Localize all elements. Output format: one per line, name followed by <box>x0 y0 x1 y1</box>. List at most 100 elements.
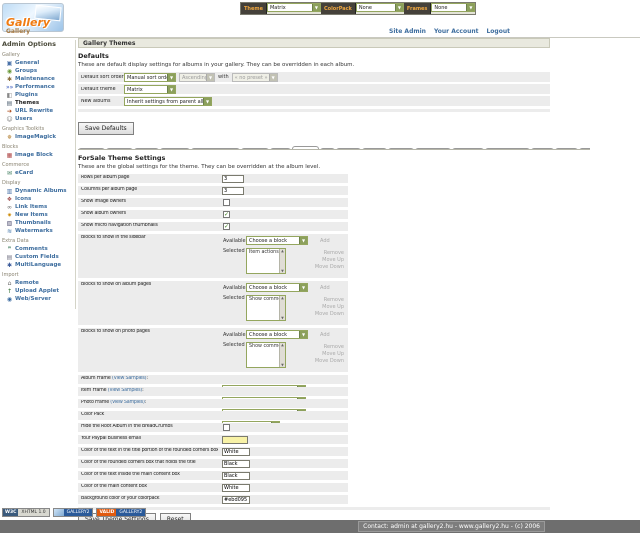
sidebar-item-groups[interactable]: ◉ Groups <box>2 67 73 75</box>
tab-pgtheme[interactable]: PGtheme <box>452 148 484 149</box>
sidebar-item-thumbnails[interactable]: ▧ Thumbnails <box>2 219 73 227</box>
tab-ajaxian[interactable]: Ajaxian <box>78 148 106 149</box>
listbox-scrollbar[interactable]: ▲ ▼ <box>279 296 285 320</box>
sidebar-item-imagemagick[interactable]: ✵ ImageMagick <box>2 133 73 141</box>
scroll-up-icon[interactable]: ▲ <box>281 296 284 300</box>
sidebar-item-icons[interactable]: ❖ Icons <box>2 195 73 203</box>
default-theme-select[interactable]: Matrix ▼ <box>124 84 176 94</box>
sidebar-item-plugins[interactable]: ◧ Plugins <box>2 91 73 99</box>
scroll-down-icon[interactable]: ▼ <box>281 269 284 273</box>
tab-floatrix[interactable]: Floatrix <box>240 148 269 149</box>
tab-splatrang[interactable]: SplatRang <box>578 148 590 149</box>
dropdown-arrow-icon[interactable]: ▼ <box>466 4 475 11</box>
sidebar-item-performance[interactable]: »» Performance <box>2 83 73 91</box>
remove-button[interactable]: Remove <box>323 344 344 350</box>
add-button[interactable]: Add <box>320 331 330 338</box>
tab-matrix[interactable]: Matrix <box>362 148 388 149</box>
choose-block-select[interactable]: Choose a block ▼ <box>246 283 308 292</box>
dropdown-arrow-icon[interactable]: ▼ <box>167 85 175 93</box>
color-of-the-rounded-corners-box-that-holds-the-title-input[interactable] <box>222 460 250 468</box>
dropdown-arrow-icon[interactable]: ▼ <box>299 331 307 338</box>
add-button[interactable]: Add <box>320 284 330 291</box>
move-down-button[interactable]: Move Down <box>314 264 344 270</box>
scroll-up-icon[interactable]: ▲ <box>281 249 284 253</box>
selected-blocks-listbox[interactable]: Show comments ▲ ▼ <box>246 295 286 321</box>
breadcrumb[interactable]: Gallery <box>6 28 31 35</box>
gallery-logo[interactable]: Gallery <box>2 3 64 32</box>
add-button[interactable]: Add <box>320 237 330 244</box>
sidebar-item-themes[interactable]: ▤ Themes <box>2 99 73 107</box>
sidebar-item-image-block[interactable]: ▦ Image Block <box>2 151 73 159</box>
scroll-up-icon[interactable]: ▲ <box>281 343 284 347</box>
tab-nature[interactable]: Nature <box>388 148 414 149</box>
sidebar-item-users[interactable]: ☺ Users <box>2 115 73 123</box>
theme-select[interactable]: Matrix ▼ <box>266 3 321 12</box>
show-image-owners-checkbox[interactable] <box>223 199 230 206</box>
dropdown-arrow-icon[interactable]: ▼ <box>203 97 211 105</box>
sidebar-item-new-items[interactable]: ✷ New Items <box>2 211 73 219</box>
colorpack-select[interactable]: None ▼ <box>355 3 404 12</box>
dropdown-arrow-icon[interactable]: ▼ <box>167 73 175 81</box>
user-link-logout[interactable]: Logout <box>486 28 510 35</box>
listbox-item[interactable]: Show comments <box>249 297 286 302</box>
sidebar-item-dynamic-albums[interactable]: ▥ Dynamic Albums <box>2 187 73 195</box>
choose-block-select[interactable]: Choose a block ▼ <box>246 236 308 245</box>
sidebar-item-custom-fields[interactable]: ▤ Custom Fields <box>2 253 73 261</box>
listbox-scrollbar[interactable]: ▲ ▼ <box>279 343 285 367</box>
scroll-down-icon[interactable]: ▼ <box>281 316 284 320</box>
tab-fluid[interactable]: Fluid <box>269 148 291 149</box>
dropdown-arrow-icon[interactable]: ▼ <box>299 237 307 244</box>
g2-badge[interactable]: GALLERY2 <box>52 508 94 517</box>
frames-select[interactable]: None ▼ <box>431 3 476 12</box>
sidebar-item-remote[interactable]: ⌂ Remote <box>2 279 73 287</box>
color-of-the-text-inside-the-main-content-box-input[interactable] <box>222 472 250 480</box>
dropdown-arrow-icon[interactable]: ▼ <box>394 4 403 11</box>
sidebar-item-url-rewrite[interactable]: ➔ URL Rewrite <box>2 107 73 115</box>
sidebar-item-maintenance[interactable]: ✱ Maintenance <box>2 75 73 83</box>
sidebar-item-upload-applet[interactable]: ↑ Upload Applet <box>2 287 73 295</box>
tab-g1[interactable]: G1 <box>320 148 336 149</box>
show-album-owners-checkbox[interactable]: ✓ <box>223 211 230 218</box>
tab-roundcorners[interactable]: RoundCorners <box>484 148 530 149</box>
sidebar-item-ecard[interactable]: ✉ eCard <box>2 169 73 177</box>
view-samples-link[interactable]: (View Samples) <box>111 376 147 381</box>
w3c-badge[interactable]: W3C XHTML 1.0 <box>2 508 50 517</box>
tab-forsale[interactable]: ForSale <box>291 146 320 149</box>
tab-eclecticthreads[interactable]: EclecticThreads <box>191 148 240 149</box>
color-of-the-main-content-box-input[interactable] <box>222 484 250 492</box>
color-of-the-text-in-the-title-portion-of-the-rounded-corners-box-input[interactable] <box>222 448 250 456</box>
move-up-button[interactable]: Move Up <box>322 304 344 310</box>
save-defaults-button[interactable]: Save Defaults <box>78 122 134 135</box>
selected-blocks-listbox[interactable]: Item actions ▲ ▼ <box>246 248 286 274</box>
sidebar-item-multilanguage[interactable]: ✱ MultiLanguage <box>2 261 73 269</box>
view-samples-link[interactable]: (View Samples) <box>107 388 143 393</box>
tab-copyleft[interactable]: Copyleft <box>160 148 191 149</box>
tab-siriux[interactable]: Siriux <box>530 148 554 149</box>
view-samples-link[interactable]: (View Samples) <box>110 400 145 405</box>
sidebar-item-link-items[interactable]: ∞ Link Items <box>2 203 73 211</box>
your-paypal-business-email-input[interactable] <box>222 436 248 444</box>
tab-carbon[interactable]: Carbon <box>106 148 133 149</box>
listbox-item[interactable]: Item actions <box>249 250 279 255</box>
show-micro-navigation-thumbnails-checkbox[interactable]: ✓ <box>223 223 230 230</box>
selected-blocks-listbox[interactable]: Show comments ▲ ▼ <box>246 342 286 368</box>
hide-the-root-album-in-the-breadcrumbs-checkbox[interactable] <box>223 424 230 431</box>
tab-slider[interactable]: Slider <box>554 148 578 149</box>
sidebar-item-watermarks[interactable]: ≋ Watermarks <box>2 227 73 235</box>
columns-per-album-page-input[interactable] <box>222 187 244 195</box>
scroll-down-icon[interactable]: ▼ <box>281 363 284 367</box>
move-down-button[interactable]: Move Down <box>314 311 344 317</box>
new-albums-select[interactable]: Inherit settings from parent album▼ <box>124 96 212 106</box>
dropdown-arrow-icon[interactable]: ▼ <box>311 4 320 11</box>
tab-classic[interactable]: Classic <box>133 148 160 149</box>
tab-hybrid[interactable]: Hybrid <box>336 148 362 149</box>
move-down-button[interactable]: Move Down <box>314 358 344 364</box>
sidebar-item-general[interactable]: ▣ General <box>2 59 73 67</box>
rows-per-album-page-input[interactable] <box>222 175 244 183</box>
sidebar-item-web-server[interactable]: ◉ Web/Server <box>2 295 73 303</box>
dropdown-arrow-icon[interactable]: ▼ <box>299 284 307 291</box>
sort-order-select[interactable]: Manual sort order ▼ <box>124 72 176 82</box>
move-up-button[interactable]: Move Up <box>322 257 344 263</box>
listbox-scrollbar[interactable]: ▲ ▼ <box>279 249 285 273</box>
tab-pglightbox[interactable]: PGlightbox <box>414 148 452 149</box>
